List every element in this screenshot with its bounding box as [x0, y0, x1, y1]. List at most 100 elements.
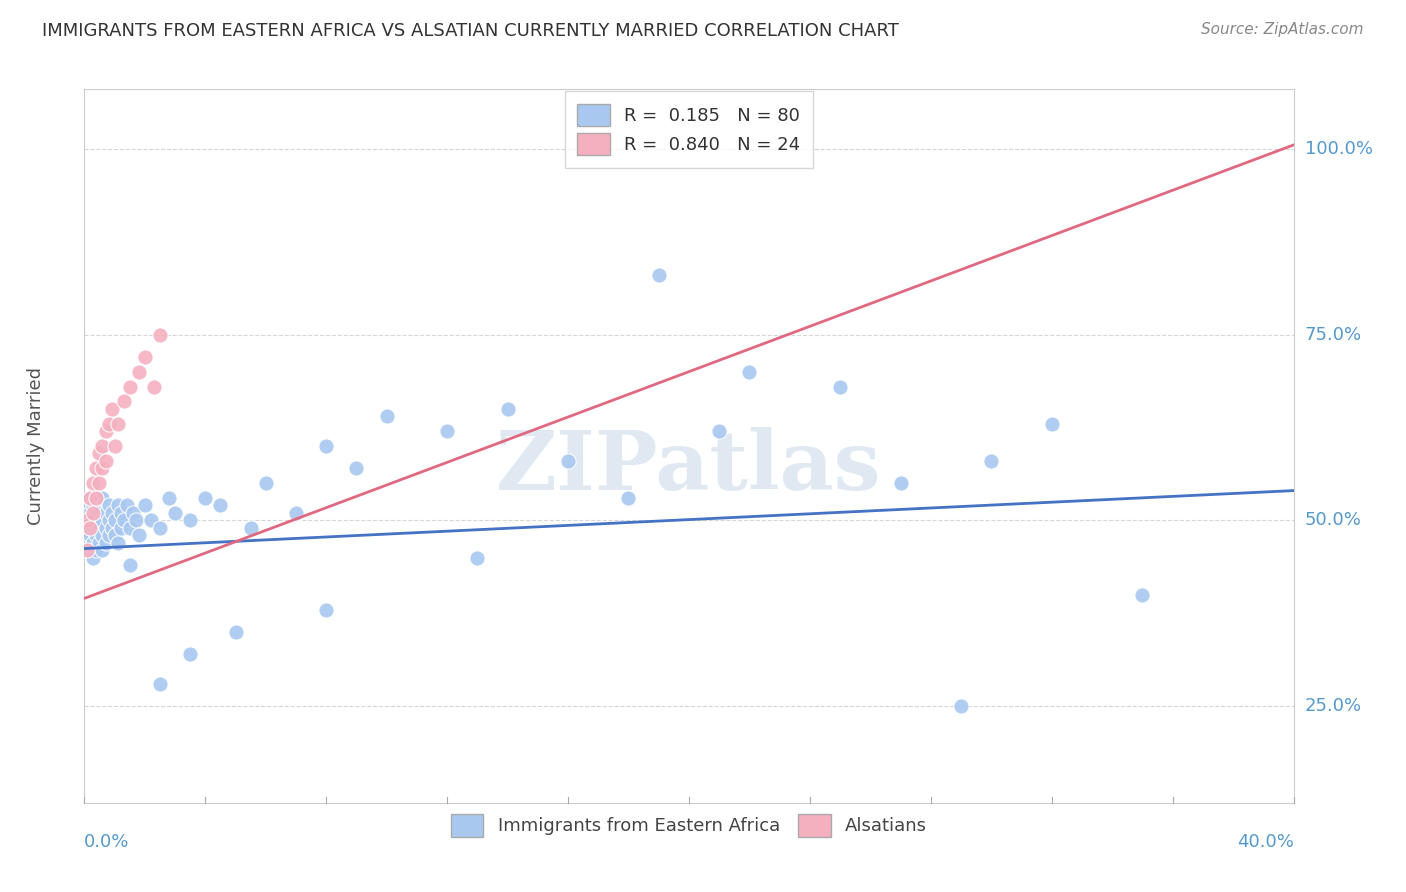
Point: [97, 499, 120, 513]
Point: [285, 506, 308, 520]
Point: [346, 461, 368, 475]
Point: [225, 624, 247, 639]
Point: [110, 506, 132, 520]
Point: [89, 506, 111, 520]
Point: [165, 506, 187, 520]
Point: [179, 647, 201, 661]
Point: [1040, 417, 1063, 431]
Point: [79, 491, 101, 505]
Point: [76, 499, 98, 513]
Point: [890, 476, 912, 491]
Point: [1130, 588, 1153, 602]
Point: [82, 521, 104, 535]
Point: [82, 550, 104, 565]
Legend: Immigrants from Eastern Africa, Alsatians: Immigrants from Eastern Africa, Alsatian…: [444, 807, 934, 844]
Point: [82, 513, 104, 527]
Text: 100.0%: 100.0%: [1305, 140, 1372, 158]
Point: [118, 558, 141, 572]
Point: [125, 513, 148, 527]
Text: Currently Married: Currently Married: [27, 367, 45, 525]
Point: [617, 491, 640, 505]
Point: [94, 521, 117, 535]
Point: [118, 379, 141, 393]
Point: [86, 543, 108, 558]
Point: [76, 528, 98, 542]
Point: [980, 454, 1002, 468]
Point: [91, 439, 114, 453]
Point: [86, 491, 108, 505]
Point: [89, 499, 111, 513]
Point: [467, 550, 489, 565]
Point: [97, 528, 120, 542]
Point: [76, 535, 98, 549]
Point: [89, 535, 111, 549]
Point: [950, 699, 973, 714]
Point: [134, 499, 156, 513]
Point: [149, 327, 172, 342]
Point: [118, 521, 141, 535]
Point: [79, 543, 101, 558]
Point: [104, 513, 127, 527]
Point: [115, 499, 138, 513]
Point: [709, 424, 731, 438]
Point: [94, 424, 117, 438]
Point: [82, 506, 104, 520]
Point: [97, 417, 120, 431]
Point: [79, 521, 101, 535]
Point: [91, 491, 114, 505]
Point: [86, 506, 108, 520]
Point: [76, 543, 98, 558]
Point: [315, 439, 337, 453]
Point: [112, 513, 135, 527]
Point: [82, 499, 104, 513]
Text: 25.0%: 25.0%: [1305, 698, 1362, 715]
Point: [82, 476, 104, 491]
Point: [79, 521, 101, 535]
Point: [134, 350, 156, 364]
Point: [104, 439, 127, 453]
Point: [76, 513, 98, 527]
Point: [157, 491, 180, 505]
Point: [107, 417, 129, 431]
Point: [128, 528, 150, 542]
Text: 40.0%: 40.0%: [1237, 833, 1294, 851]
Point: [76, 513, 98, 527]
Point: [209, 499, 232, 513]
Point: [79, 491, 101, 505]
Point: [139, 513, 162, 527]
Point: [496, 401, 519, 416]
Point: [89, 446, 111, 460]
Point: [86, 513, 108, 527]
Point: [97, 513, 120, 527]
Text: ZIPatlas: ZIPatlas: [496, 427, 882, 508]
Text: Source: ZipAtlas.com: Source: ZipAtlas.com: [1201, 22, 1364, 37]
Point: [86, 491, 108, 505]
Point: [104, 528, 127, 542]
Point: [79, 506, 101, 520]
Point: [89, 521, 111, 535]
Point: [86, 461, 108, 475]
Point: [375, 409, 398, 424]
Point: [149, 521, 172, 535]
Point: [107, 535, 129, 549]
Point: [738, 365, 761, 379]
Point: [112, 394, 135, 409]
Point: [82, 535, 104, 549]
Text: IMMIGRANTS FROM EASTERN AFRICA VS ALSATIAN CURRENTLY MARRIED CORRELATION CHART: IMMIGRANTS FROM EASTERN AFRICA VS ALSATI…: [42, 22, 898, 40]
Point: [315, 602, 337, 616]
Point: [179, 513, 201, 527]
Point: [149, 677, 172, 691]
Point: [94, 506, 117, 520]
Point: [91, 461, 114, 475]
Text: 75.0%: 75.0%: [1305, 326, 1362, 343]
Point: [100, 401, 122, 416]
Point: [648, 268, 671, 282]
Text: 50.0%: 50.0%: [1305, 511, 1361, 529]
Point: [830, 379, 852, 393]
Point: [79, 528, 101, 542]
Point: [194, 491, 217, 505]
Point: [121, 506, 143, 520]
Point: [100, 521, 122, 535]
Point: [91, 543, 114, 558]
Point: [94, 535, 117, 549]
